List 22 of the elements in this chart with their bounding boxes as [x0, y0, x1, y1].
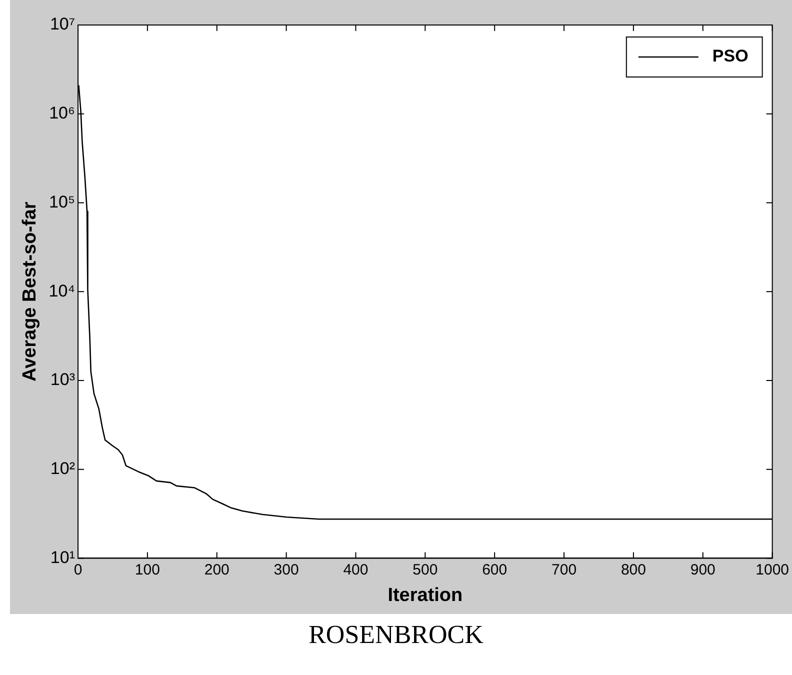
legend-label: PSO: [712, 46, 748, 66]
x-tick-label: 300: [274, 561, 299, 578]
text: ROSENBROCK: [308, 620, 484, 650]
y-tick-label: 10⁶: [49, 104, 76, 123]
x-tick-label: 600: [482, 561, 508, 578]
x-tick-label: 900: [690, 561, 716, 578]
y-tick-label: 10¹: [50, 548, 76, 567]
x-tick-label: 1000: [756, 561, 790, 578]
x-tick-label: 800: [620, 561, 646, 578]
x-tick-label: 500: [412, 561, 438, 578]
y-axis-title: Average Best-so-far: [20, 201, 41, 382]
x-tick-label: 400: [343, 561, 368, 578]
y-tick-label: 10⁵: [49, 192, 76, 212]
y-tick-label: 10³: [50, 370, 76, 390]
x-tick-label: 200: [204, 561, 230, 578]
y-tick-label: 10⁴: [48, 281, 76, 300]
x-tick-label: 0: [74, 561, 82, 578]
x-tick-label: 100: [134, 561, 160, 578]
x-axis-title: Iteration: [388, 584, 463, 606]
x-tick-label: 700: [552, 561, 577, 578]
y-tick-label: 10⁷: [50, 14, 76, 34]
y-tick-label: 10²: [50, 459, 76, 478]
